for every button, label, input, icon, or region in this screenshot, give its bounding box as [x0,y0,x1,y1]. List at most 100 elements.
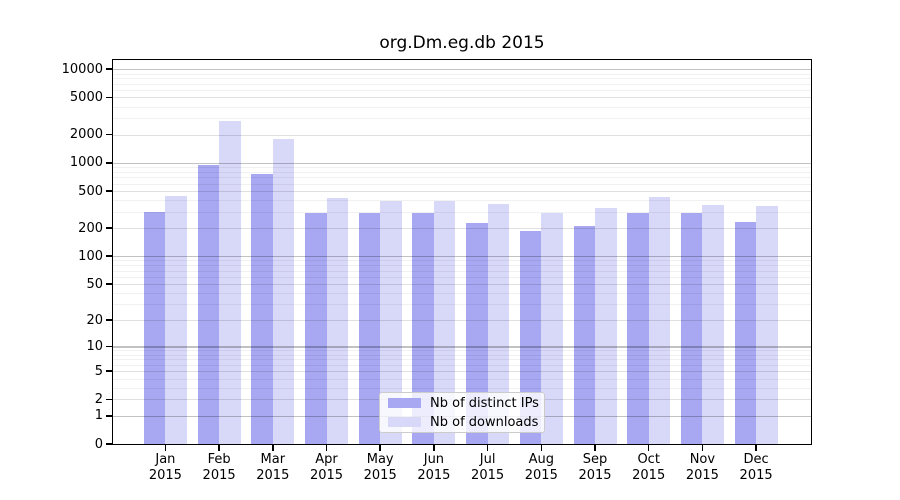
gridline-50 [113,284,811,285]
x-tick-year: 2015 [739,468,773,483]
gridlines-layer [113,60,811,444]
x-tick-jun [433,444,435,451]
y-tick-10 [105,345,113,348]
x-tick-label-feb: Feb 2015 [189,452,249,484]
x-tick-month: Nov [689,452,716,467]
gridline-900 [113,167,811,169]
gridline-2000 [113,134,811,136]
y-tick-5 [105,370,113,372]
x-tick-label-oct: Oct 2015 [619,452,679,484]
x-tick-year: 2015 [417,468,451,483]
legend: Nb of distinct IPs Nb of downloads [379,392,545,433]
x-tick-feb [218,444,220,451]
x-tick-month: Jun [423,452,445,467]
plot-area [113,60,811,444]
x-tick-label-mar: Mar 2015 [243,452,303,484]
gridline-60 [113,276,811,278]
x-tick-label-may: May 2015 [350,452,410,484]
gridline-800 [113,171,811,173]
x-tick-oct [647,444,650,451]
x-tick-label-aug: Aug 2015 [511,452,571,484]
gridline-8000 [113,78,811,80]
gridline-400 [113,200,811,202]
y-tick-label-2: 2 [94,391,103,407]
y-tick-label-50: 50 [86,276,103,292]
y-tick-label-100: 100 [78,248,103,264]
gridline-10000 [113,69,811,71]
plot-border [112,59,812,445]
chart-title: org.Dm.eg.db 2015 [379,33,545,53]
gridline-200 [113,228,811,230]
x-tick-month: Jan [155,452,176,467]
y-tick-2000 [105,133,113,136]
gridline-7000 [113,83,811,85]
bar-ips-feb [197,164,220,444]
bar-ips-sep [573,225,595,444]
bar-ips-nov [680,212,703,444]
legend-label-downloads: Nb of downloads [430,414,539,430]
x-tick-label-apr: Apr 2015 [297,452,357,484]
bar-ips-dec [734,221,757,444]
gridline-3000 [113,118,811,120]
x-tick-month: Oct [637,452,660,467]
gridline-9 [113,350,811,352]
x-tick-jul [486,444,489,451]
x-tick-label-sep: Sep 2015 [565,452,625,484]
y-tick-50 [105,283,113,285]
gridline-1000 [113,162,811,165]
x-tick-month: May [366,452,394,467]
y-tick-0 [105,443,113,445]
gridline-4000 [113,106,811,108]
gridline-30 [113,304,811,306]
gridline-500 [113,191,811,192]
gridline-6 [113,364,811,366]
y-tick-label-2000: 2000 [69,127,103,143]
x-tick-month: Sep [582,452,608,467]
y-tick-2 [105,398,113,401]
y-tick-200 [105,227,113,229]
x-tick-label-jul: Jul 2015 [458,452,518,484]
bar-downloads-jan [165,195,187,444]
x-tick-mar [272,444,274,451]
gridline-90 [113,260,811,262]
x-tick-nov [701,444,704,451]
legend-label-distinct-ips: Nb of distinct IPs [430,395,539,411]
bar-ips-oct [627,213,649,444]
x-tick-month: Jul [479,452,496,467]
legend-item-distinct-ips: Nb of distinct IPs [388,395,539,411]
gridline-600 [113,183,811,185]
y-tick-label-500: 500 [78,183,103,199]
x-tick-year: 2015 [524,468,558,483]
y-tick-1 [105,415,113,417]
y-tick-10000 [105,68,113,70]
bar-downloads-sep [595,207,617,444]
bar-ips-mar [251,174,273,444]
gridline-40 [113,292,811,294]
y-tick-label-5: 5 [94,363,103,379]
x-tick-aug [540,444,543,451]
y-tick-5000 [105,96,113,99]
x-tick-month: Apr [315,452,338,467]
legend-swatch-downloads [388,417,421,427]
x-tick-year: 2015 [148,468,182,483]
y-tick-label-1000: 1000 [69,155,103,171]
gridline-80 [113,265,811,267]
y-tick-label-10000: 10000 [61,61,103,77]
x-tick-month: Feb [207,452,231,467]
bar-ips-jan [143,212,166,444]
y-tick-label-1: 1 [94,408,103,424]
y-tick-1000 [105,162,113,164]
x-tick-label-jan: Jan 2015 [135,452,195,484]
gridline-3 [113,387,811,389]
gridline-8 [113,354,811,356]
gridline-4 [113,378,811,380]
y-tick-500 [105,190,113,192]
x-tick-month: Dec [743,452,769,467]
gridline-700 [113,177,811,179]
x-tick-label-dec: Dec 2015 [726,452,786,484]
gridline-70 [113,270,811,272]
bar-downloads-nov [702,204,724,444]
x-tick-may [379,444,381,451]
gridline-9000 [113,73,811,75]
gridline-100 [113,256,811,258]
